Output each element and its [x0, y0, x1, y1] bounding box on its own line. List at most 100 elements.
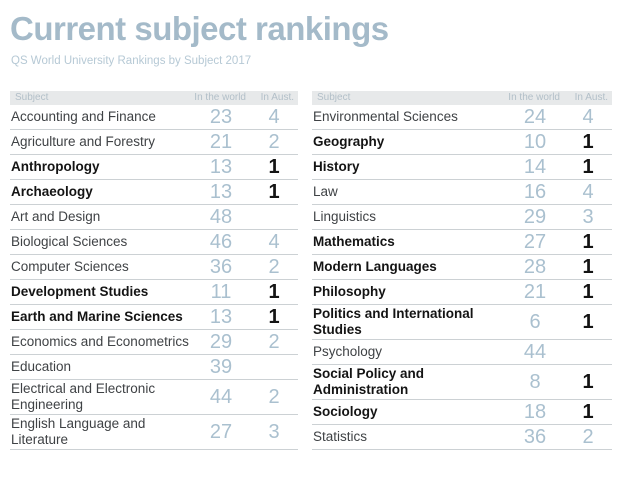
table-row: Education 39 [10, 355, 298, 380]
table-row: Economics and Econometrics 29 2 [10, 330, 298, 355]
table-row: Computer Sciences 36 2 [10, 255, 298, 280]
world-rank-cell: 44 [209, 385, 233, 408]
subject-cell: Philosophy [313, 283, 386, 299]
world-rank-cell: 27 [523, 230, 547, 253]
aust-rank-cell: 4 [268, 105, 280, 128]
column-header-subject: Subject [317, 92, 351, 104]
world-rank-cell: 28 [523, 255, 547, 278]
world-rank-cell: 44 [523, 340, 547, 363]
world-rank-cell: 21 [523, 280, 547, 303]
subject-cell: Art and Design [11, 208, 101, 224]
table-row: Earth and Marine Sciences 13 1 [10, 305, 298, 330]
subject-cell: Linguistics [313, 208, 377, 224]
subject-cell: Politics and International Studies [313, 305, 474, 337]
subject-cell: Geography [313, 133, 385, 149]
table-row: Statistics 36 2 [312, 425, 612, 450]
table-row: Modern Languages 28 1 [312, 255, 612, 280]
table-row: Law 16 4 [312, 180, 612, 205]
left-table-body: Accounting and Finance 23 4 Agriculture and… [10, 105, 298, 450]
rankings-table-left: Subject In the world In Aust. Accounting… [10, 90, 298, 450]
subject-cell: Earth and Marine Sciences [11, 308, 183, 324]
table-row: Accounting and Finance 23 4 [10, 105, 298, 130]
world-rank-cell: 27 [209, 420, 233, 443]
aust-rank-cell: 2 [268, 255, 280, 278]
subject-cell: Environmental Sciences [313, 108, 458, 124]
aust-rank-cell: 3 [582, 205, 594, 228]
subject-cell: Anthropology [11, 158, 100, 174]
subject-cell: Development Studies [11, 283, 149, 299]
table-row: Agriculture and Forestry 21 2 [10, 130, 298, 155]
aust-rank-cell: 2 [268, 130, 280, 153]
subject-cell: Electrical and Electronic Engineering [11, 380, 156, 412]
table-row: Social Policy and Administration 8 1 [312, 365, 612, 400]
world-rank-cell: 6 [529, 310, 541, 333]
table-row: Electrical and Electronic Engineering 44 2 [10, 380, 298, 415]
world-rank-cell: 29 [209, 330, 233, 353]
aust-rank-cell: 1 [582, 310, 594, 333]
rankings-table-right: Subject In the world In Aust. Environmen… [312, 90, 612, 450]
aust-rank-cell: 4 [582, 180, 594, 203]
world-rank-cell: 11 [210, 280, 232, 303]
subject-cell: Computer Sciences [11, 258, 129, 274]
world-rank-cell: 13 [209, 305, 233, 328]
subject-cell: History [313, 158, 360, 174]
world-rank-cell: 14 [523, 155, 547, 178]
aust-rank-cell: 1 [268, 180, 280, 203]
column-header-aust: In Aust. [574, 92, 608, 104]
table-row: Linguistics 29 3 [312, 205, 612, 230]
column-header-subject: Subject [15, 92, 49, 104]
world-rank-cell: 39 [209, 355, 233, 378]
table-row: Geography 10 1 [312, 130, 612, 155]
subject-cell: Sociology [313, 403, 378, 419]
world-rank-cell: 36 [523, 425, 547, 448]
subject-cell: Mathematics [313, 233, 395, 249]
subject-cell: Archaeology [11, 183, 93, 199]
table-row: Sociology 18 1 [312, 400, 612, 425]
world-rank-cell: 46 [209, 230, 233, 253]
table-row: Archaeology 13 1 [10, 180, 298, 205]
subject-cell: English Language and Literature [11, 415, 146, 447]
aust-rank-cell: 1 [582, 400, 594, 423]
table-row: Philosophy 21 1 [312, 280, 612, 305]
table-row: Anthropology 13 1 [10, 155, 298, 180]
subject-cell: Biological Sciences [11, 233, 128, 249]
aust-rank-cell: 4 [268, 230, 280, 253]
table-row: Art and Design 48 [10, 205, 298, 230]
table-row: Environmental Sciences 24 4 [312, 105, 612, 130]
world-rank-cell: 23 [209, 105, 233, 128]
aust-rank-cell: 2 [268, 385, 280, 408]
table-row: English Language and Literature 27 3 [10, 415, 298, 450]
page: Current subject rankings QS World Univer… [10, 11, 612, 450]
aust-rank-cell: 1 [268, 155, 280, 178]
world-rank-cell: 21 [209, 130, 233, 153]
aust-rank-cell: 2 [582, 425, 594, 448]
table-row: Politics and International Studies 6 1 [312, 305, 612, 340]
table-header-row: Subject In the world In Aust. [312, 90, 612, 105]
subject-cell: Education [11, 358, 72, 374]
world-rank-cell: 48 [209, 205, 233, 228]
subject-cell: Accounting and Finance [11, 108, 156, 124]
aust-rank-cell: 1 [582, 130, 594, 153]
table-row: Development Studies 11 1 [10, 280, 298, 305]
subject-cell: Psychology [313, 343, 383, 359]
aust-rank-cell: 1 [582, 155, 594, 178]
table-row: Mathematics 27 1 [312, 230, 612, 255]
aust-rank-cell: 1 [268, 305, 280, 328]
subject-cell: Social Policy and Administration [313, 365, 425, 397]
world-rank-cell: 18 [523, 400, 547, 423]
table-row: Biological Sciences 46 4 [10, 230, 298, 255]
world-rank-cell: 16 [523, 180, 547, 203]
subject-cell: Modern Languages [313, 258, 437, 274]
aust-rank-cell: 1 [582, 370, 594, 393]
world-rank-cell: 13 [209, 155, 233, 178]
subject-cell: Agriculture and Forestry [11, 133, 156, 149]
world-rank-cell: 29 [523, 205, 547, 228]
world-rank-cell: 13 [209, 180, 233, 203]
column-header-world: In the world [194, 92, 246, 104]
world-rank-cell: 36 [209, 255, 233, 278]
aust-rank-cell: 1 [268, 280, 280, 303]
aust-rank-cell: 1 [582, 255, 594, 278]
aust-rank-cell: 2 [268, 330, 280, 353]
aust-rank-cell: 1 [582, 280, 594, 303]
tables-container: Subject In the world In Aust. Accounting… [10, 90, 612, 450]
